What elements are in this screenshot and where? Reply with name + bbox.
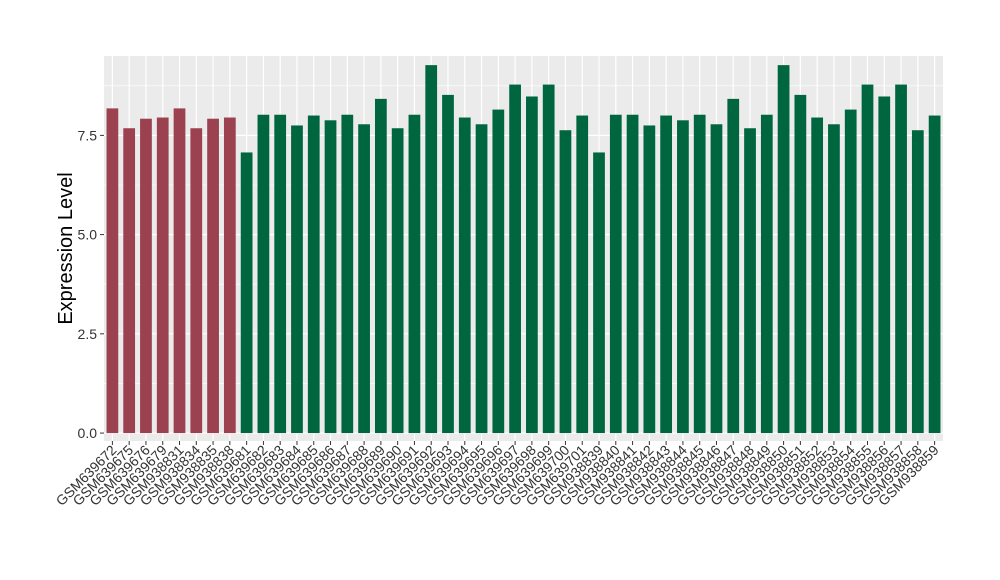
bar-GSM639693 [442, 94, 454, 434]
bar-GSM938848 [744, 128, 756, 434]
bar-GSM639687 [341, 114, 354, 434]
bar-GSM938845 [693, 114, 706, 434]
bar-GSM639694 [458, 117, 471, 434]
bar-GSM639672 [106, 108, 119, 434]
bar-GSM639699 [542, 84, 555, 434]
bar-GSM938839 [593, 152, 605, 434]
bar-GSM639681 [240, 152, 253, 434]
bar-GSM639698 [526, 96, 538, 434]
bar-GSM938859 [928, 115, 941, 434]
x-axis: GSM639672GSM639675GSM639676GSM639679GSM9… [53, 441, 942, 509]
y-tick-label: 7.5 [78, 127, 98, 143]
bar-GSM639697 [509, 84, 521, 434]
bar-GSM938855 [861, 84, 874, 434]
bar-GSM639684 [291, 125, 303, 434]
bar-GSM639701 [576, 115, 589, 434]
bar-GSM938831 [173, 108, 186, 434]
bar-GSM938851 [794, 94, 807, 434]
bar-GSM938834 [190, 128, 203, 434]
bar-GSM938843 [660, 115, 673, 434]
bar-GSM938849 [760, 114, 773, 434]
bar-GSM639690 [391, 128, 404, 434]
y-tick-label: 2.5 [78, 326, 98, 342]
bar-GSM938841 [626, 114, 639, 434]
y-axis: 0.0 2.5 5.0 7.5 [78, 127, 104, 441]
bar-GSM639696 [492, 109, 505, 434]
bar-GSM639695 [475, 124, 488, 434]
bar-GSM639692 [425, 65, 438, 434]
bar-GSM639700 [559, 130, 572, 434]
bars [106, 65, 941, 434]
bar-GSM639689 [374, 98, 387, 434]
bar-GSM938853 [828, 124, 840, 434]
bar-GSM938856 [878, 96, 891, 434]
bar-GSM938840 [609, 114, 622, 434]
bar-GSM639686 [324, 120, 337, 434]
bar-GSM938852 [811, 117, 824, 434]
bar-GSM639679 [156, 117, 169, 434]
bar-GSM938835 [207, 118, 219, 434]
bar-GSM938842 [643, 125, 656, 434]
y-tick-label: 5.0 [78, 227, 98, 243]
bar-GSM938854 [844, 109, 857, 434]
bar-GSM639683 [274, 114, 287, 434]
bar-GSM938858 [911, 130, 924, 434]
y-tick-label: 0.0 [78, 425, 98, 441]
bar-GSM639675 [123, 128, 136, 434]
bar-GSM938847 [727, 98, 740, 434]
bar-GSM639691 [408, 114, 421, 434]
bar-GSM938838 [223, 117, 236, 434]
y-axis-title: Expression Level [55, 172, 77, 324]
bar-GSM938844 [677, 120, 689, 434]
bar-GSM938857 [895, 84, 907, 434]
bar-GSM639682 [257, 114, 270, 434]
bar-GSM639685 [307, 115, 320, 434]
bar-GSM639688 [358, 124, 370, 434]
bar-GSM938846 [710, 124, 723, 434]
bar-GSM639676 [140, 118, 152, 434]
bar-GSM938850 [777, 65, 790, 434]
